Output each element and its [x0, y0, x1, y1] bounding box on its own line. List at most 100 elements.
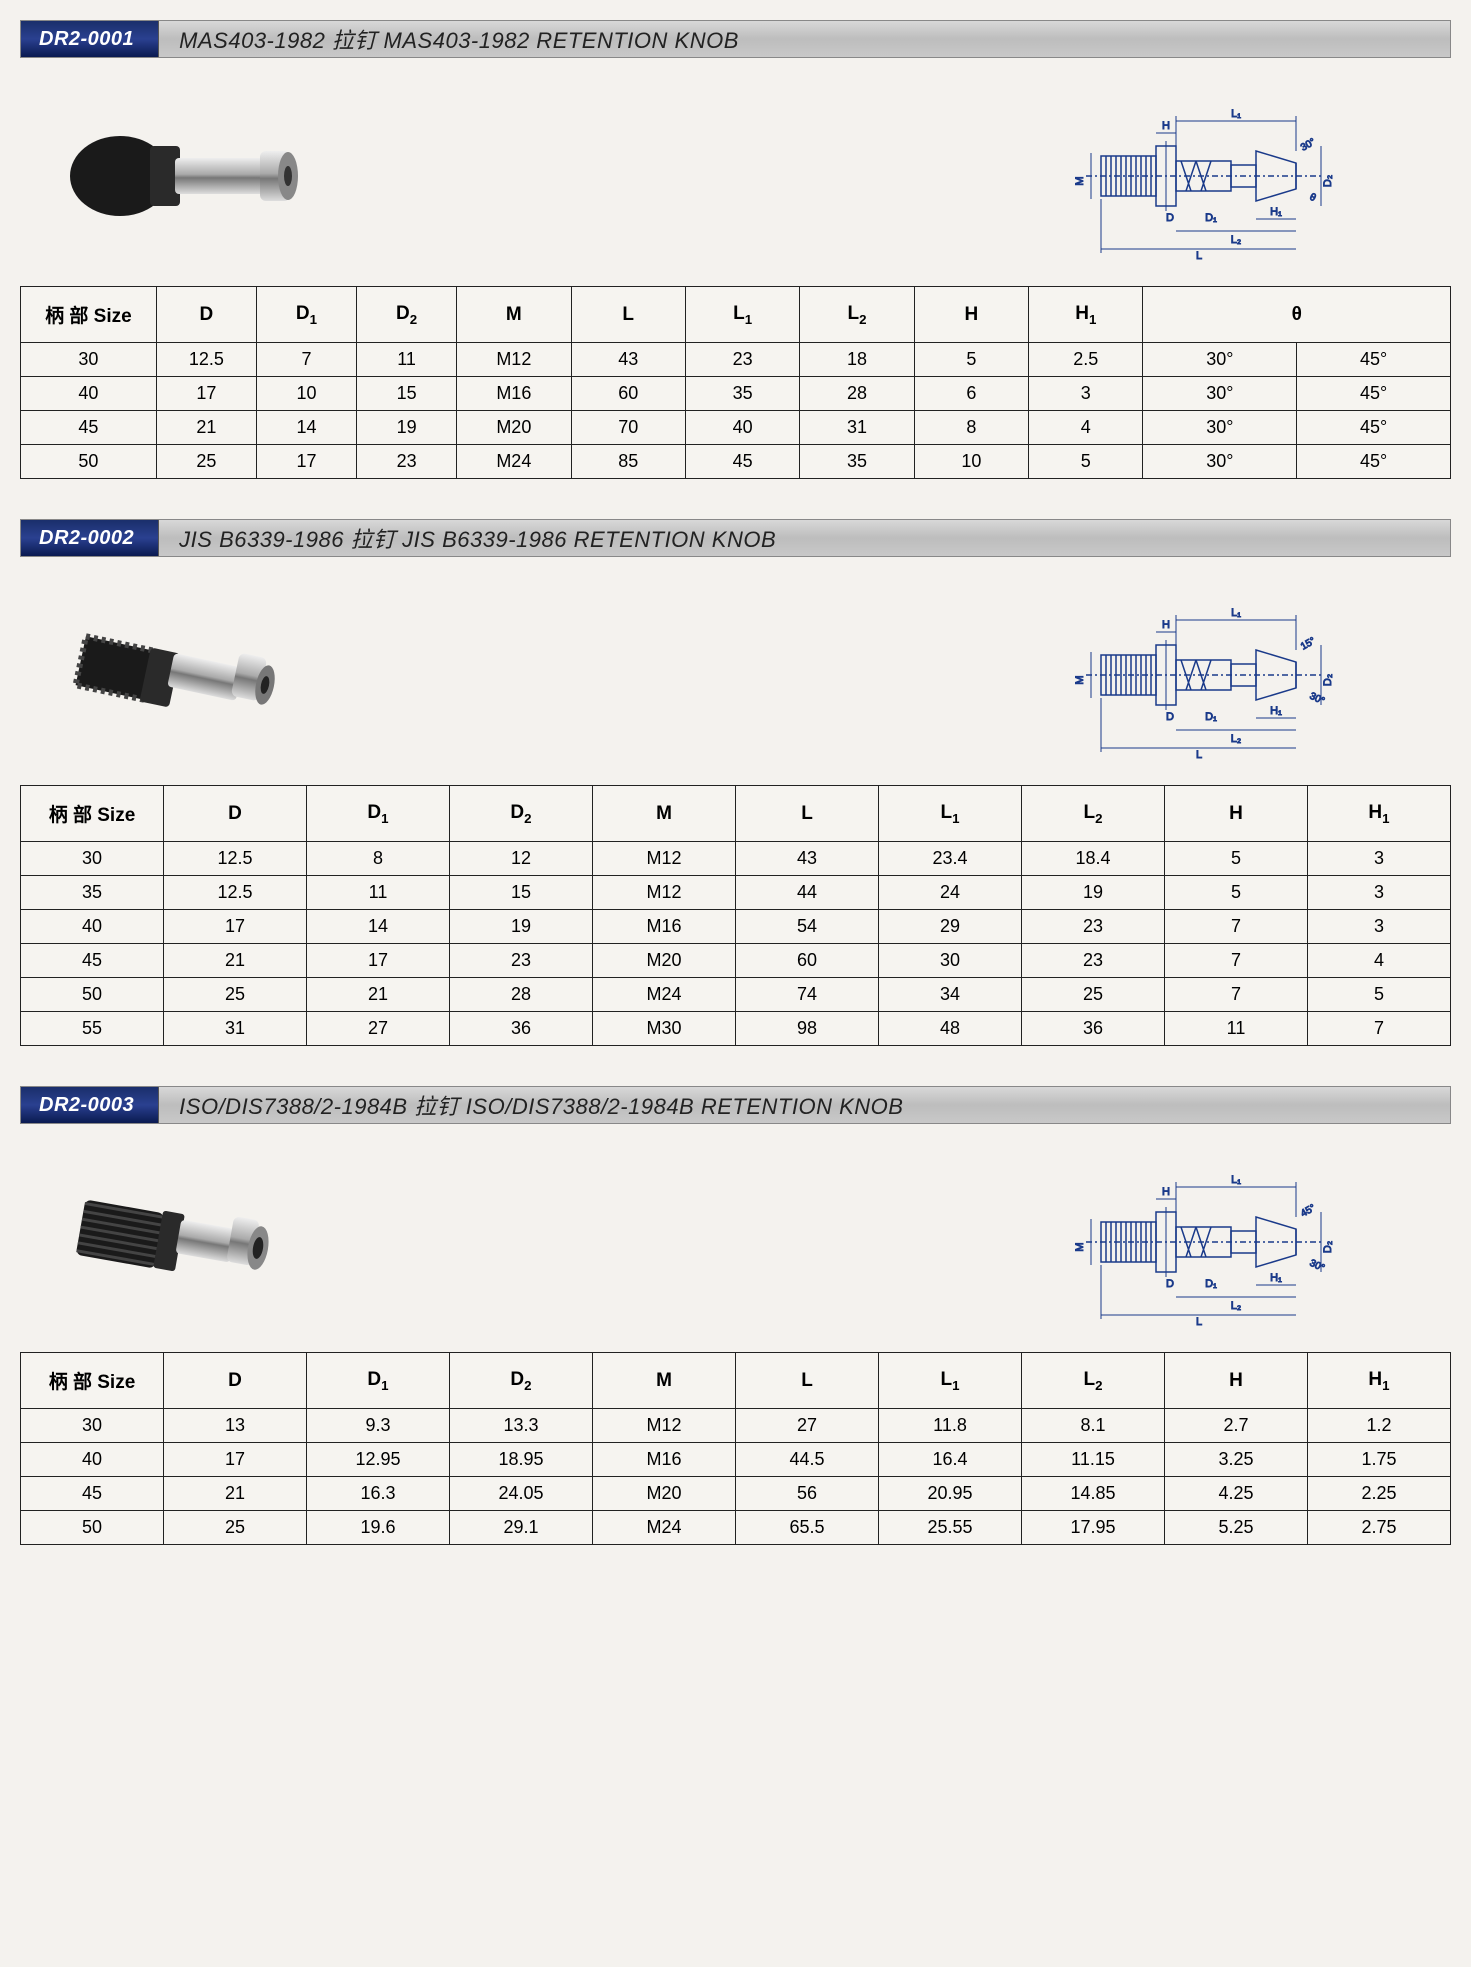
- table-cell: 45°: [1297, 377, 1451, 411]
- technical-diagram: M D D₁ D₂ L₁ H L₂ H₁ L: [1051, 1152, 1411, 1332]
- table-cell: M20: [457, 411, 571, 445]
- section-header: DR2-0003 ISO/DIS7388/2-1984B 拉钉 ISO/DIS7…: [20, 1086, 1451, 1124]
- table-cell: 7: [1165, 978, 1308, 1012]
- svg-text:30°: 30°: [1308, 691, 1326, 707]
- table-cell: 40: [21, 377, 157, 411]
- table-row: 55312736M30984836117: [21, 1012, 1451, 1046]
- table-cell: 60: [571, 377, 685, 411]
- table-cell: 50: [21, 1511, 164, 1545]
- table-cell: 11: [1165, 1012, 1308, 1046]
- table-cell: 45: [21, 1477, 164, 1511]
- table-row: 40171015M166035286330°45°: [21, 377, 1451, 411]
- table-row: 45211419M207040318430°45°: [21, 411, 1451, 445]
- col-header: L2: [1022, 786, 1165, 842]
- svg-text:L₂: L₂: [1231, 234, 1241, 246]
- svg-text:H₁: H₁: [1270, 206, 1282, 218]
- table-cell: 12: [450, 842, 593, 876]
- svg-text:D₁: D₁: [1205, 711, 1217, 723]
- table-cell: 11: [307, 876, 450, 910]
- table-cell: 23: [1022, 944, 1165, 978]
- svg-text:H: H: [1162, 619, 1170, 631]
- table-cell: 3.25: [1165, 1443, 1308, 1477]
- table-row: 45211723M2060302374: [21, 944, 1451, 978]
- table-row: 502519.629.1M2465.525.5517.955.252.75: [21, 1511, 1451, 1545]
- table-cell: 11.8: [879, 1409, 1022, 1443]
- table-cell: 28: [450, 978, 593, 1012]
- svg-text:D: D: [1166, 1278, 1174, 1290]
- table-cell: 6: [914, 377, 1028, 411]
- table-cell: 4.25: [1165, 1477, 1308, 1511]
- table-cell: 12.5: [156, 343, 256, 377]
- table-cell: 21: [156, 411, 256, 445]
- product-photo: [30, 1152, 350, 1332]
- table-cell: 24.05: [450, 1477, 593, 1511]
- table-cell: 45: [21, 411, 157, 445]
- table-cell: 55: [21, 1012, 164, 1046]
- table-cell: M16: [457, 377, 571, 411]
- col-header: H1: [1029, 287, 1143, 343]
- svg-text:L: L: [1196, 250, 1202, 261]
- col-header: D: [164, 786, 307, 842]
- table-row: 3012.5812M124323.418.453: [21, 842, 1451, 876]
- table-cell: 20.95: [879, 1477, 1022, 1511]
- table-cell: M20: [593, 1477, 736, 1511]
- table-cell: 4: [1308, 944, 1451, 978]
- table-cell: 21: [164, 1477, 307, 1511]
- table-cell: 3: [1029, 377, 1143, 411]
- table-cell: 36: [1022, 1012, 1165, 1046]
- table-cell: 30: [21, 1409, 164, 1443]
- table-cell: 13: [164, 1409, 307, 1443]
- table-cell: 16.4: [879, 1443, 1022, 1477]
- svg-text:D: D: [1166, 212, 1174, 224]
- col-header: D1: [307, 1353, 450, 1409]
- table-cell: 10: [914, 445, 1028, 479]
- table-cell: 23: [450, 944, 593, 978]
- table-cell: 17: [256, 445, 356, 479]
- col-header: 柄 部 Size: [21, 1353, 164, 1409]
- illustration-row: M D D₁ D₂ L₁ H L₂ H₁ L: [20, 76, 1451, 286]
- product-title: JIS B6339-1986 拉钉 JIS B6339-1986 RETENTI…: [159, 520, 1450, 556]
- svg-text:H: H: [1162, 120, 1170, 132]
- table-cell: 43: [736, 842, 879, 876]
- table-cell: 43: [571, 343, 685, 377]
- table-cell: 18.95: [450, 1443, 593, 1477]
- table-cell: 12.5: [164, 876, 307, 910]
- table-cell: 3: [1308, 842, 1451, 876]
- table-cell: 2.75: [1308, 1511, 1451, 1545]
- svg-text:D₁: D₁: [1205, 1278, 1217, 1290]
- table-cell: 19.6: [307, 1511, 450, 1545]
- table-cell: 2.25: [1308, 1477, 1451, 1511]
- table-cell: 18: [800, 343, 914, 377]
- table-cell: M30: [593, 1012, 736, 1046]
- table-row: 452116.324.05M205620.9514.854.252.25: [21, 1477, 1451, 1511]
- table-cell: 5: [1029, 445, 1143, 479]
- table-cell: 14: [256, 411, 356, 445]
- table-cell: 98: [736, 1012, 879, 1046]
- col-header: 柄 部 Size: [21, 287, 157, 343]
- table-cell: 44.5: [736, 1443, 879, 1477]
- table-cell: 54: [736, 910, 879, 944]
- table-cell: 25: [164, 978, 307, 1012]
- table-cell: 30°: [1143, 377, 1297, 411]
- table-cell: 15: [357, 377, 457, 411]
- svg-text:M: M: [1074, 675, 1086, 684]
- table-cell: M12: [593, 842, 736, 876]
- table-cell: 30°: [1143, 411, 1297, 445]
- svg-text:H: H: [1162, 1186, 1170, 1198]
- product-section: DR2-0001 MAS403-1982 拉钉 MAS403-1982 RETE…: [20, 20, 1451, 479]
- product-section: DR2-0002 JIS B6339-1986 拉钉 JIS B6339-198…: [20, 519, 1451, 1046]
- svg-text:M: M: [1074, 176, 1086, 185]
- svg-text:L₂: L₂: [1231, 1300, 1241, 1312]
- table-cell: 45°: [1297, 445, 1451, 479]
- svg-text:D₂: D₂: [1322, 674, 1334, 686]
- table-cell: 25: [156, 445, 256, 479]
- table-cell: 7: [1308, 1012, 1451, 1046]
- table-cell: 7: [256, 343, 356, 377]
- table-cell: 30°: [1143, 445, 1297, 479]
- product-code: DR2-0001: [21, 21, 159, 57]
- table-cell: 27: [736, 1409, 879, 1443]
- table-cell: 85: [571, 445, 685, 479]
- table-cell: 19: [357, 411, 457, 445]
- table-row: 40171419M1654292373: [21, 910, 1451, 944]
- table-cell: M24: [593, 1511, 736, 1545]
